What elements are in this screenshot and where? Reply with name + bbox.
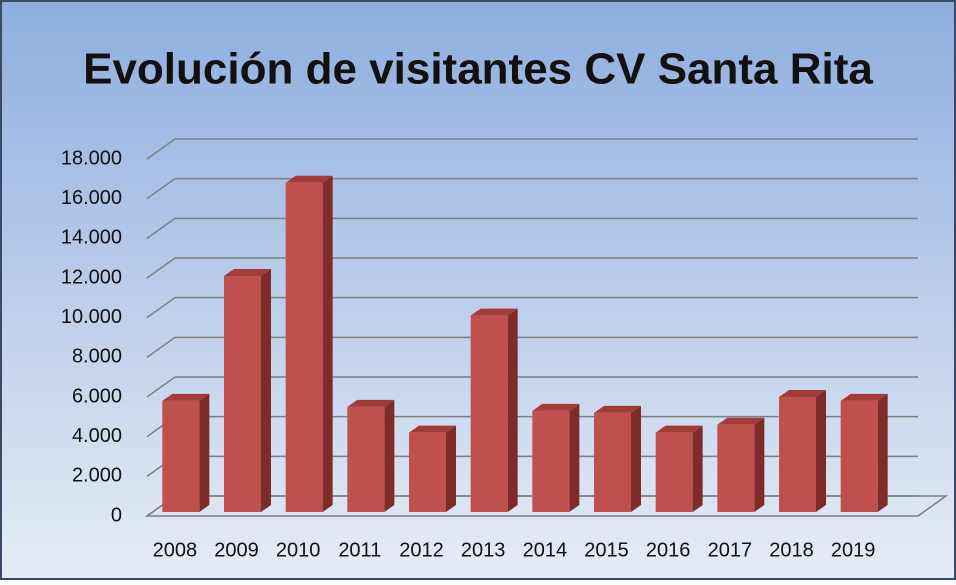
y-tick-label: 12.000	[61, 266, 122, 288]
bar-side	[692, 425, 703, 512]
y-tick-label: 0	[111, 504, 122, 526]
x-tick-label: 2011	[338, 539, 381, 561]
bar-top	[347, 399, 395, 407]
grid-line	[146, 376, 918, 398]
bar-side	[199, 393, 210, 512]
y-tick-label: 2.000	[72, 465, 122, 487]
bar-side	[446, 425, 456, 512]
bar-top	[409, 425, 456, 433]
x-tick-label: 2010	[276, 539, 321, 561]
bar-top	[285, 175, 333, 183]
bar-top	[779, 389, 826, 397]
bar-top	[840, 393, 888, 401]
bar	[779, 396, 816, 512]
bar	[594, 412, 631, 512]
bar	[532, 410, 570, 512]
bar	[285, 182, 323, 512]
bar-top	[594, 405, 641, 413]
x-tick-label: 2017	[708, 539, 753, 561]
bar	[224, 275, 261, 512]
y-tick-label: 14.000	[61, 227, 122, 249]
bar-top	[532, 403, 580, 411]
grid-line	[146, 138, 918, 160]
bar-side	[631, 405, 641, 512]
y-tick-label: 6.000	[72, 385, 122, 407]
bar	[717, 424, 755, 512]
x-tick-label: 2013	[461, 539, 506, 561]
x-tick-label: 2016	[646, 539, 691, 561]
bar	[840, 400, 878, 512]
y-tick-label: 10.000	[61, 306, 122, 328]
bar-top	[655, 425, 703, 433]
grid-line	[146, 177, 918, 200]
y-tick-label: 4.000	[72, 425, 122, 447]
bar-side	[261, 268, 271, 512]
bar	[470, 315, 508, 512]
bar	[347, 406, 385, 512]
bar-side	[322, 175, 333, 512]
y-tick-label: 18.000	[61, 147, 122, 169]
bar	[162, 400, 200, 512]
bar-side	[507, 308, 518, 512]
bar-side	[384, 399, 395, 512]
y-tick-label: 8.000	[72, 346, 122, 368]
x-tick-label: 2015	[584, 539, 629, 561]
x-tick-label: 2012	[399, 539, 444, 561]
y-tick-label: 16.000	[61, 187, 122, 209]
x-tick-label: 2009	[214, 539, 259, 561]
bar-side	[569, 403, 580, 512]
grid-line	[146, 217, 918, 239]
x-tick-label: 2008	[153, 539, 198, 561]
x-tick-label: 2018	[769, 539, 814, 561]
bar-top	[224, 268, 271, 276]
bar-top	[162, 393, 210, 401]
grid-line	[146, 336, 918, 358]
grid-line	[146, 257, 918, 279]
bar-side	[754, 417, 765, 512]
x-tick-label: 2019	[831, 539, 876, 561]
bar-top	[717, 417, 765, 425]
chart-title: Evolución de visitantes CV Santa Rita	[83, 45, 873, 94]
bar	[409, 432, 446, 512]
bar-side	[816, 389, 826, 512]
bar-side	[877, 393, 888, 512]
bar	[655, 432, 693, 512]
bar-top	[470, 308, 518, 316]
x-tick-label: 2014	[523, 539, 568, 561]
grid-line	[146, 296, 918, 319]
